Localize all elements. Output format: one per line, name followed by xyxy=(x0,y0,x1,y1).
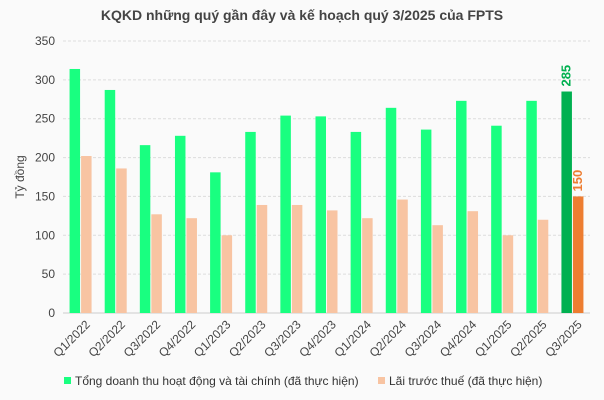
profit-bar xyxy=(327,210,338,313)
profit-bar xyxy=(572,196,584,313)
revenue-bar xyxy=(315,116,326,313)
chart-title: KQKD những quý gần đây và kế hoạch quý 3… xyxy=(101,7,503,23)
x-tick-label: Q4/2022 xyxy=(156,317,199,360)
profit-bar xyxy=(256,204,268,313)
legend-label: Tổng doanh thu hoạt động và tài chính (đ… xyxy=(75,374,359,388)
revenue-bar xyxy=(420,129,432,313)
x-tick-label: Q1/2022 xyxy=(50,317,93,360)
y-tick-label: 100 xyxy=(35,228,55,242)
revenue-bar xyxy=(491,125,502,313)
x-tick-label: Q2/2025 xyxy=(507,317,550,360)
x-tick-label: Q3/2024 xyxy=(402,317,445,360)
profit-bar xyxy=(186,218,197,313)
y-tick-label: 350 xyxy=(35,34,55,48)
profit-bar xyxy=(221,235,233,313)
profit-bar xyxy=(397,199,408,313)
profit-bar xyxy=(151,214,162,313)
x-tick-label: Q2/2024 xyxy=(367,317,410,360)
x-tick-label: Q3/2023 xyxy=(261,317,304,360)
profit-bar xyxy=(502,235,514,313)
x-tick-label: Q1/2024 xyxy=(332,317,375,360)
y-tick-label: 50 xyxy=(42,267,56,281)
revenue-bar xyxy=(456,100,467,313)
revenue-bar xyxy=(280,115,291,313)
profit-bar xyxy=(116,168,127,313)
profit-bar xyxy=(467,211,479,313)
revenue-bar xyxy=(350,131,362,313)
x-tick-label: Q2/2023 xyxy=(226,317,269,360)
profit-bar xyxy=(537,219,549,313)
revenue-bar xyxy=(210,172,221,313)
revenue-bar xyxy=(69,68,81,313)
revenue-bar xyxy=(104,89,116,314)
y-tick-label: 300 xyxy=(35,73,55,87)
x-tick-label: Q1/2025 xyxy=(472,317,515,360)
legend-swatch xyxy=(378,377,385,384)
profit-bar xyxy=(291,204,303,313)
x-tick-label: Q2/2022 xyxy=(86,317,129,360)
revenue-bar xyxy=(385,107,397,313)
legend-label: Lãi trước thuế (đã thực hiện) xyxy=(389,374,542,388)
y-tick-label: 150 xyxy=(35,189,55,203)
data-label: 150 xyxy=(570,170,585,192)
data-label: 285 xyxy=(559,65,574,87)
x-tick-label: Q4/2023 xyxy=(296,317,339,360)
y-tick-label: 250 xyxy=(35,112,55,126)
y-tick-label: 200 xyxy=(35,151,55,165)
profit-bar xyxy=(362,218,373,313)
revenue-bar xyxy=(561,91,572,313)
y-tick-label: 0 xyxy=(48,306,55,320)
profit-bar xyxy=(432,225,443,313)
revenue-bar xyxy=(174,135,186,313)
revenue-bar xyxy=(245,131,256,313)
profit-bar xyxy=(81,156,92,313)
revenue-bar xyxy=(139,145,151,313)
x-tick-label: Q3/2025 xyxy=(542,317,585,360)
x-tick-label: Q4/2024 xyxy=(437,317,480,360)
revenue-bar xyxy=(526,100,537,313)
legend-swatch xyxy=(64,377,71,384)
x-tick-label: Q1/2023 xyxy=(191,317,234,360)
y-axis-label: Tỷ đồng xyxy=(13,155,27,198)
x-tick-label: Q3/2022 xyxy=(121,317,164,360)
